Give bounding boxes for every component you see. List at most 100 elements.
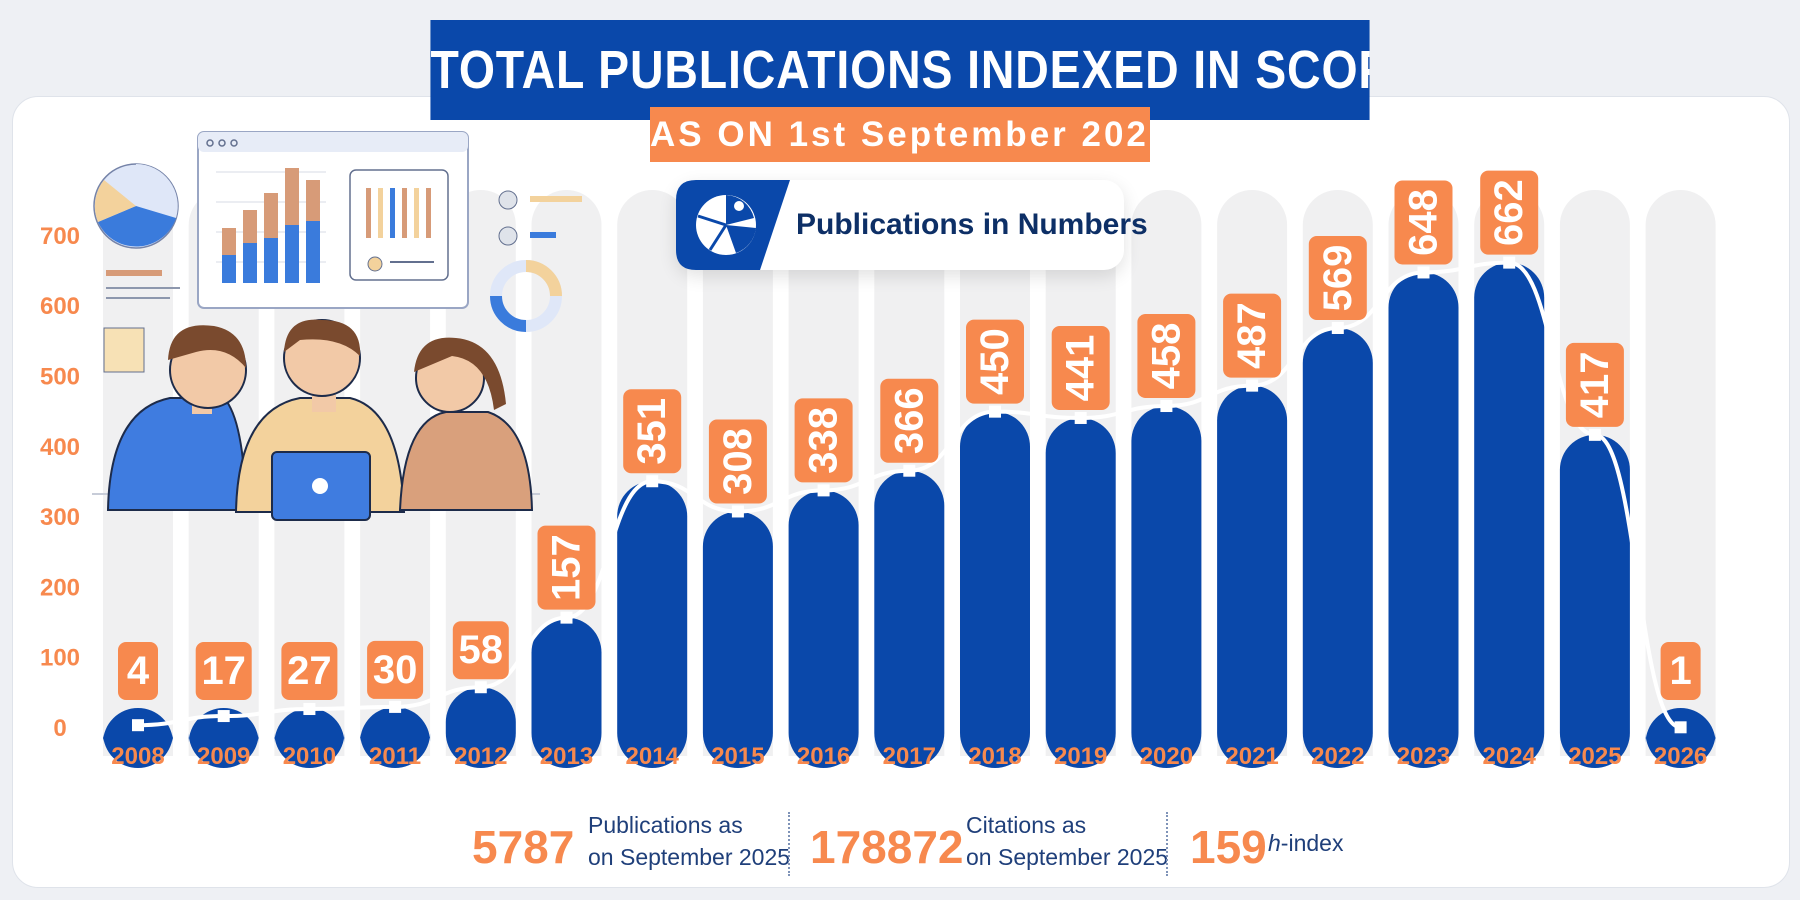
line-point: [1588, 428, 1601, 441]
x-tick-label: 2023: [1397, 743, 1450, 770]
line-point: [474, 681, 487, 694]
laptop-icon: [271, 451, 371, 521]
value-label-bg: [1480, 170, 1539, 255]
publications-label-line2: on September 2025: [588, 844, 791, 870]
line-point: [217, 710, 230, 723]
bar-2015: [702, 511, 773, 768]
value-label: 338: [802, 407, 846, 474]
value-label-bg: [1394, 180, 1453, 265]
line-point: [560, 611, 573, 624]
citations-total: 178872: [810, 821, 964, 873]
value-label-bg: [1223, 293, 1282, 378]
value-label-bg: [708, 419, 767, 504]
value-label: 458: [1144, 323, 1188, 390]
citations-label-line1: Citations as: [966, 812, 1087, 838]
value-label: 366: [887, 387, 931, 454]
value-label: 27: [287, 649, 332, 693]
value-label: 648: [1402, 189, 1446, 256]
value-label: 17: [201, 649, 246, 693]
person-left-illustration: [106, 325, 248, 511]
x-tick-label: 2021: [1225, 743, 1278, 770]
line-point: [1074, 411, 1087, 424]
donut-chart-icon: [490, 260, 562, 332]
legend-dots-icon: [498, 190, 582, 246]
dashboard-window-icon: [197, 131, 469, 309]
bar-2011: [360, 706, 431, 768]
value-label: 487: [1230, 302, 1274, 369]
x-tick-label: 2008: [111, 743, 164, 770]
value-label: 569: [1316, 245, 1360, 312]
bar-2026: [1645, 708, 1716, 768]
line-point: [1246, 379, 1259, 392]
bar-2009: [188, 708, 259, 768]
chart-title: TOTAL PUBLICATIONS INDEXED IN SCOPUS DAT…: [430, 20, 1370, 120]
publications-label-line1: Publications as: [588, 812, 743, 838]
value-label-bg: [118, 642, 158, 700]
x-tick-label: 2009: [197, 743, 250, 770]
bar-2014: [617, 481, 688, 768]
stat-divider: [788, 812, 790, 876]
publications-total: 5787: [472, 821, 575, 873]
h-index-label: h-index: [1268, 830, 1343, 857]
bar-2018: [960, 411, 1030, 768]
pie-chart-user-icon: [676, 180, 790, 270]
h-index-label-italic: h: [1268, 830, 1281, 856]
x-tick-label: 2025: [1568, 743, 1621, 770]
value-label: 662: [1487, 179, 1531, 246]
line-point: [646, 475, 659, 488]
team-at-laptop-illustration: [92, 131, 582, 521]
badge-label: Publications in Numbers: [796, 208, 1148, 241]
x-tick-label: 2014: [626, 743, 680, 770]
value-label-bg: [537, 525, 596, 610]
y-tick-label: 300: [40, 504, 80, 531]
value-label-bg: [1137, 314, 1196, 399]
line-point: [1417, 266, 1430, 279]
value-label: 450: [973, 328, 1017, 395]
x-tick-label: 2016: [797, 743, 850, 770]
value-label: 417: [1573, 351, 1617, 418]
bar-2019: [1045, 417, 1116, 768]
x-tick-label: 2020: [1140, 743, 1193, 770]
bar-2022: [1302, 327, 1373, 768]
h-index-value: 159: [1190, 821, 1267, 873]
bar-track: [1645, 190, 1716, 757]
chart-subtitle: AS ON 1st September 2025: [650, 107, 1150, 162]
line-point: [1331, 321, 1344, 334]
line-point: [303, 703, 316, 716]
y-tick-label: 0: [53, 715, 66, 742]
y-tick-label: 700: [40, 223, 80, 250]
value-label: 58: [459, 628, 504, 672]
value-label: 308: [716, 428, 760, 495]
bar-2021: [1217, 385, 1288, 768]
bar-2017: [874, 470, 945, 768]
line-point: [389, 700, 402, 713]
x-tick-label: 2015: [711, 743, 764, 770]
value-label: 4: [127, 649, 150, 693]
bar-track: [531, 190, 602, 757]
line-point: [903, 464, 916, 477]
stat-divider: [1166, 812, 1168, 876]
value-label-bg: [1308, 235, 1367, 320]
note-lines-icon: [103, 270, 180, 373]
value-label-bg: [195, 642, 252, 700]
citations-label-line2: on September 2025: [966, 844, 1169, 870]
x-tick-label: 2011: [369, 743, 421, 770]
value-label: 441: [1059, 335, 1103, 402]
publications-badge: Publications in Numbers: [676, 180, 1148, 270]
value-label: 157: [545, 534, 589, 601]
value-label: 1: [1669, 649, 1691, 693]
value-label-bg: [794, 398, 853, 483]
line-point: [1674, 721, 1687, 734]
h-index-label-rest: -index: [1280, 830, 1344, 856]
value-label: 351: [630, 398, 674, 465]
bar-2010: [274, 708, 345, 768]
bar-2012: [445, 687, 516, 768]
x-tick-label: 2019: [1054, 743, 1107, 770]
line-point: [731, 505, 744, 518]
x-tick-label: 2017: [883, 743, 936, 770]
x-tick-label: 2010: [283, 743, 336, 770]
x-tick-label: 2018: [968, 743, 1021, 770]
value-label-bg: [281, 642, 338, 700]
value-label-bg: [367, 640, 424, 699]
y-tick-label: 500: [40, 364, 80, 391]
